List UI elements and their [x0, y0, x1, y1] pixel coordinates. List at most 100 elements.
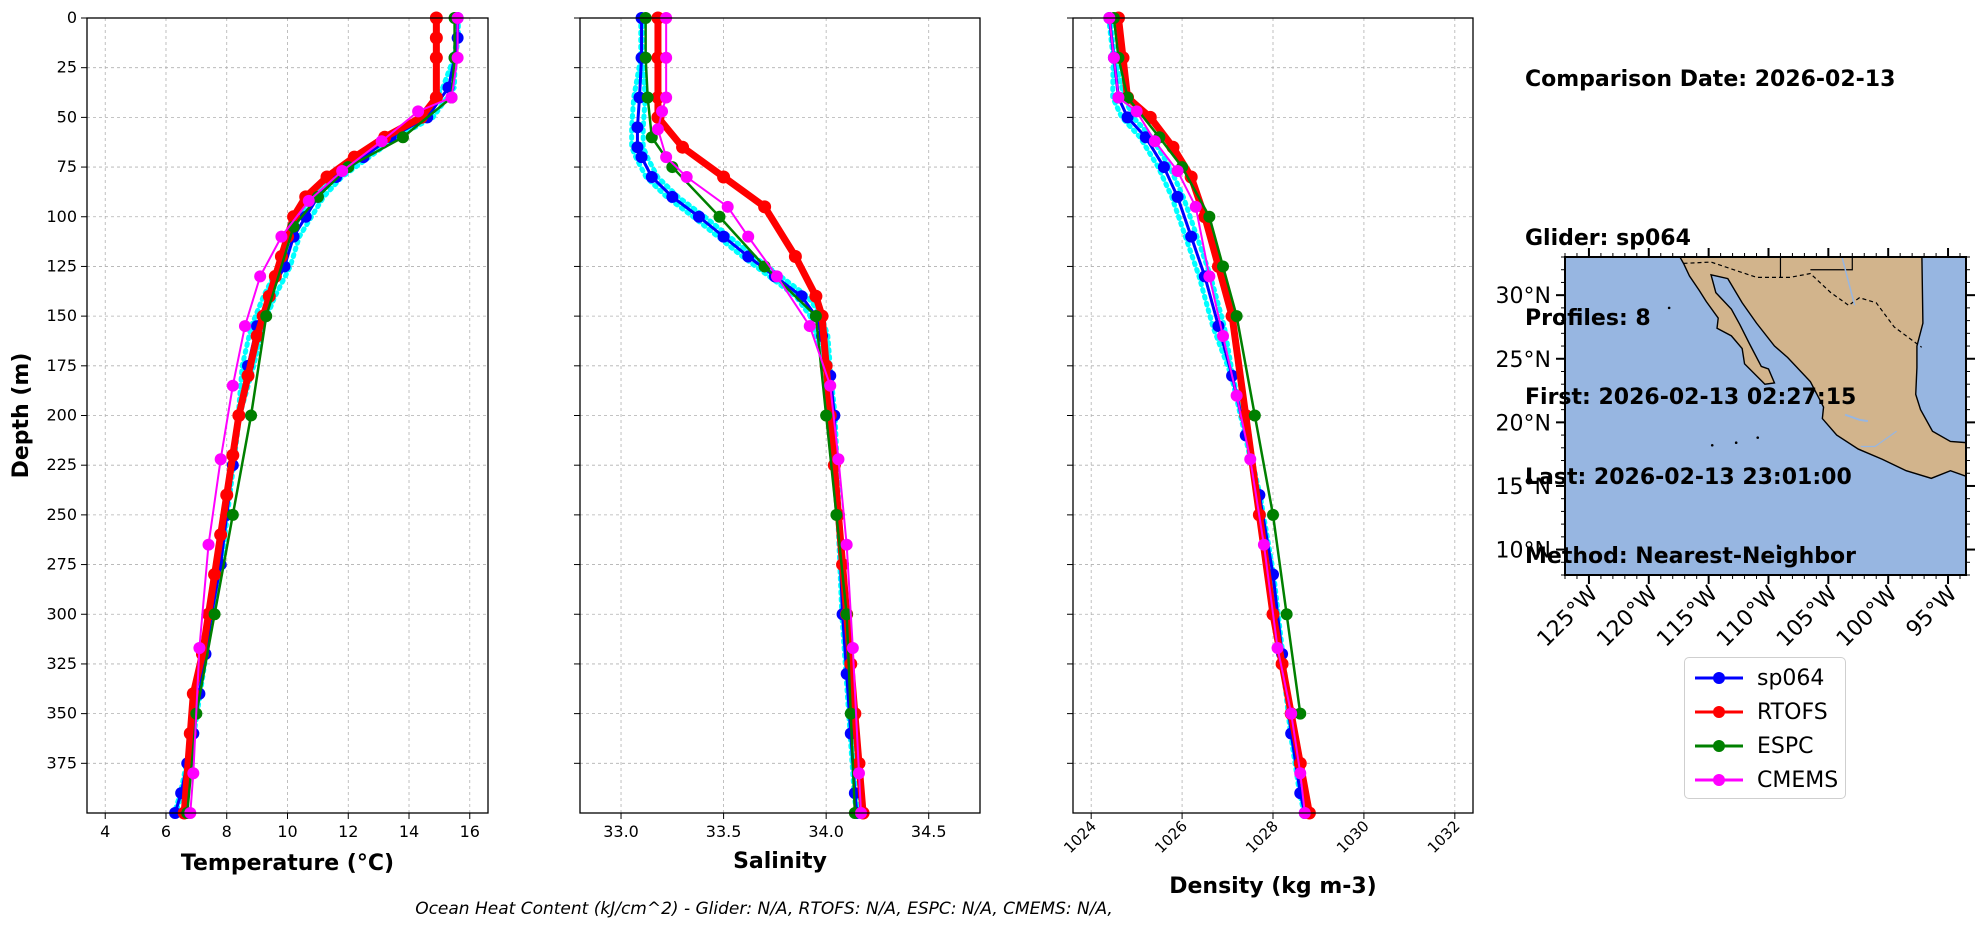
data-point-rtofs	[429, 31, 443, 45]
comparison-date: Comparison Date: 2026-02-13	[1525, 67, 1896, 92]
data-point-cmems	[824, 379, 837, 392]
data-point-rtofs	[232, 409, 246, 422]
info-gap	[1525, 147, 1895, 174]
data-point-espc	[245, 409, 258, 422]
legend-item-espc: ESPC	[1695, 729, 1814, 763]
x-tick-label: 1028	[1242, 817, 1282, 857]
data-point-espc	[311, 190, 324, 203]
x-tick-label: 6	[161, 822, 171, 841]
data-point-cmems	[721, 200, 734, 213]
legend-label-cmems: CMEMS	[1757, 767, 1839, 793]
data-point-cmems	[254, 270, 267, 283]
method: Method: Nearest-Neighbor	[1525, 544, 1856, 569]
y-axis-label: Depth (m)	[9, 353, 34, 479]
data-point-cmems	[803, 320, 816, 333]
info-panel: Comparison Date: 2026-02-13 Glider: sp06…	[1525, 14, 1895, 597]
last-profile-time: Last: 2026-02-13 23:01:00	[1525, 464, 1852, 490]
data-point-cmems	[336, 165, 349, 178]
data-point-cmems	[445, 91, 458, 104]
data-point-espc	[844, 707, 857, 720]
data-point-cmems	[1257, 538, 1270, 551]
x-tick-label: 34.0	[808, 822, 844, 841]
legend-marker-sp064	[1695, 672, 1743, 684]
profile-panel-3: 1024 1026 1028 1030 1032 Density (kg m-3)	[1060, 11, 1474, 899]
x-tick-label: 1026	[1151, 817, 1191, 857]
data-point-sp064	[633, 91, 646, 104]
legend-label-sp064: sp064	[1757, 665, 1825, 691]
data-point-sp064	[717, 230, 730, 243]
data-point-rtofs	[717, 170, 731, 184]
legend-marker-cmems	[1695, 774, 1743, 786]
y-tick-label: 75	[57, 157, 77, 176]
y-tick-label: 0	[67, 8, 77, 27]
y-tick-label: 100	[46, 207, 77, 226]
x-tick-label: 34.5	[911, 822, 947, 841]
data-point-cmems	[214, 453, 227, 466]
legend-item-cmems: CMEMS	[1695, 763, 1838, 797]
y-tick-label: 50	[57, 107, 77, 126]
data-point-cmems	[1244, 453, 1257, 466]
map-lat-label: 25°N	[1496, 348, 1551, 373]
data-point-sp064	[1121, 111, 1134, 124]
data-point-espc	[820, 409, 833, 422]
map-lat-label: 15°N	[1496, 475, 1551, 500]
data-point-cmems	[660, 51, 673, 64]
data-point-rtofs	[1293, 756, 1307, 770]
y-tick-label: 225	[46, 455, 77, 474]
y-tick-label: 125	[46, 256, 77, 275]
river-balsas	[1860, 430, 1897, 448]
data-point-rtofs	[226, 448, 240, 462]
y-tick-label: 25	[57, 58, 77, 77]
data-point-cmems	[302, 194, 315, 207]
data-point-rtofs	[241, 369, 255, 383]
data-point-rtofs	[320, 170, 334, 184]
data-point-espc	[1230, 310, 1243, 323]
data-point-sp064	[1185, 230, 1198, 243]
data-point-espc	[809, 310, 822, 323]
island	[1756, 436, 1760, 439]
data-point-espc	[208, 608, 221, 621]
series-cmems	[651, 12, 868, 819]
data-point-cmems	[1112, 91, 1125, 104]
island	[1710, 443, 1714, 447]
x-axis-label: Density (kg m-3)	[1169, 874, 1377, 899]
data-point-cmems	[770, 270, 783, 283]
x-tick-label: 16	[460, 822, 480, 841]
data-point-espc	[1217, 260, 1229, 273]
data-point-rtofs	[758, 200, 772, 214]
x-tick-label: 1030	[1333, 817, 1373, 857]
data-point-rtofs	[809, 289, 823, 303]
data-point-espc	[1121, 91, 1134, 104]
data-point-cmems	[1203, 270, 1216, 283]
series-line-cmems	[1108, 17, 1306, 814]
data-point-rtofs	[1275, 657, 1289, 671]
data-point-rtofs	[844, 657, 858, 671]
river	[1841, 257, 1856, 306]
profile-panel-2: 33.0 33.5 34.0 34.5 Salinity	[574, 11, 981, 874]
data-point-cmems	[1189, 200, 1202, 213]
data-point-espc	[260, 310, 273, 323]
data-point-cmems	[202, 538, 215, 551]
data-point-cmems	[832, 453, 845, 466]
data-point-espc	[639, 51, 652, 64]
map-frame	[1564, 256, 1967, 576]
y-tick-label: 350	[46, 704, 77, 723]
data-point-cmems	[846, 642, 859, 655]
gulf-of-mexico	[1915, 257, 1966, 444]
map-lat-label: 30°N	[1496, 284, 1551, 309]
data-point-espc	[830, 508, 843, 521]
x-tick-label: 8	[222, 822, 232, 841]
series-espc	[639, 12, 861, 819]
y-tick-label: 175	[46, 356, 77, 375]
data-point-cmems	[840, 538, 853, 551]
data-point-espc	[1280, 608, 1293, 621]
ohc-footer: Ocean Heat Content (kJ/cm^2) - Glider: N…	[0, 899, 1978, 919]
data-point-cmems	[660, 151, 673, 164]
data-point-cmems	[1107, 51, 1120, 64]
glider-name: Glider: sp064	[1525, 226, 1691, 251]
x-tick-label: 4	[100, 822, 110, 841]
series-line-espc	[1112, 17, 1302, 714]
data-point-cmems	[1230, 389, 1243, 402]
series-espc	[1107, 12, 1307, 720]
island	[1776, 544, 1780, 548]
